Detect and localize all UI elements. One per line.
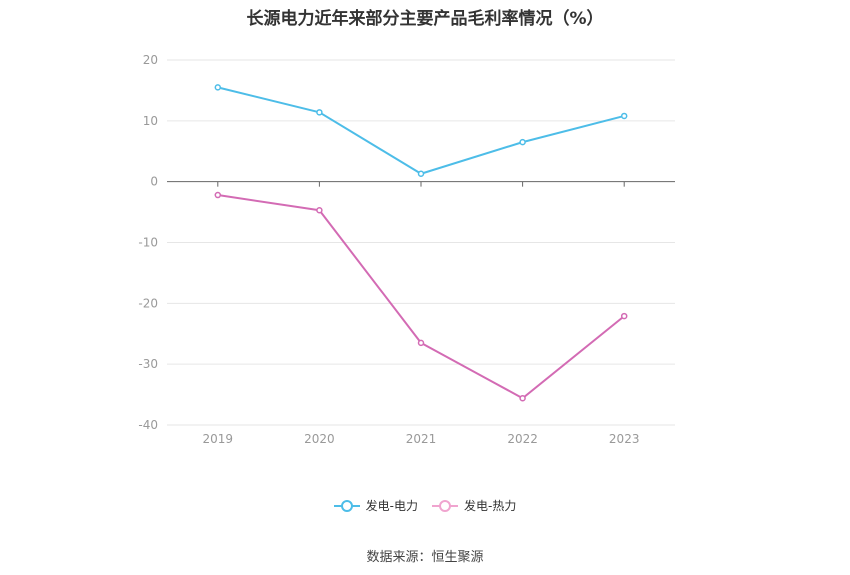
- data-point-series-1: [417, 170, 425, 178]
- data-point-series-1: [519, 138, 526, 146]
- x-tick-label: 2022: [507, 432, 538, 446]
- data-point-series-1: [316, 109, 323, 116]
- y-tick-label: 0: [150, 175, 158, 189]
- series-line-2: [217, 194, 625, 400]
- x-tick-label: 2019: [203, 432, 234, 446]
- chart-title: 长源电力近年来部分主要产品毛利率情况（%）: [246, 9, 604, 29]
- axes: 20 10 0 -10 -20 -30 -40 2019 2020 2021 2022 2023: [138, 53, 675, 446]
- legend-marker-icon: [432, 499, 458, 512]
- data-point-series-1: [620, 112, 628, 120]
- y-tick-label: -20: [138, 296, 158, 310]
- data-point-series-2: [316, 207, 323, 214]
- data-point-series-2: [417, 339, 425, 347]
- series-line-1: [217, 86, 625, 175]
- data-point-series-1: [214, 84, 222, 91]
- legend-label-series-1: 发电-电力: [365, 499, 418, 513]
- y-tick-label: -40: [138, 418, 158, 432]
- data-point-series-2: [214, 191, 222, 199]
- y-tick-label: -10: [138, 236, 158, 250]
- y-tick-label: 10: [143, 114, 158, 128]
- y-tick-label: 20: [143, 53, 158, 67]
- legend-label-series-2: 发电-热力: [464, 499, 517, 513]
- x-tick-label: 2023: [609, 432, 640, 446]
- data-point-series-2: [620, 312, 628, 320]
- data-point-series-2: [519, 394, 526, 402]
- series-points: [214, 84, 628, 402]
- legend: 发电-电力 发电-热力: [0, 497, 850, 514]
- y-tick-label: -30: [138, 357, 158, 371]
- legend-item-series-1[interactable]: 发电-电力: [333, 497, 418, 514]
- grid-lines: [167, 59, 675, 426]
- legend-marker-icon: [333, 499, 360, 512]
- legend-item-series-2[interactable]: 发电-热力: [432, 497, 516, 514]
- source-note: 数据来源：恒生聚源: [366, 550, 484, 565]
- x-tick-label: 2020: [304, 432, 335, 446]
- x-tick-label: 2021: [406, 432, 437, 446]
